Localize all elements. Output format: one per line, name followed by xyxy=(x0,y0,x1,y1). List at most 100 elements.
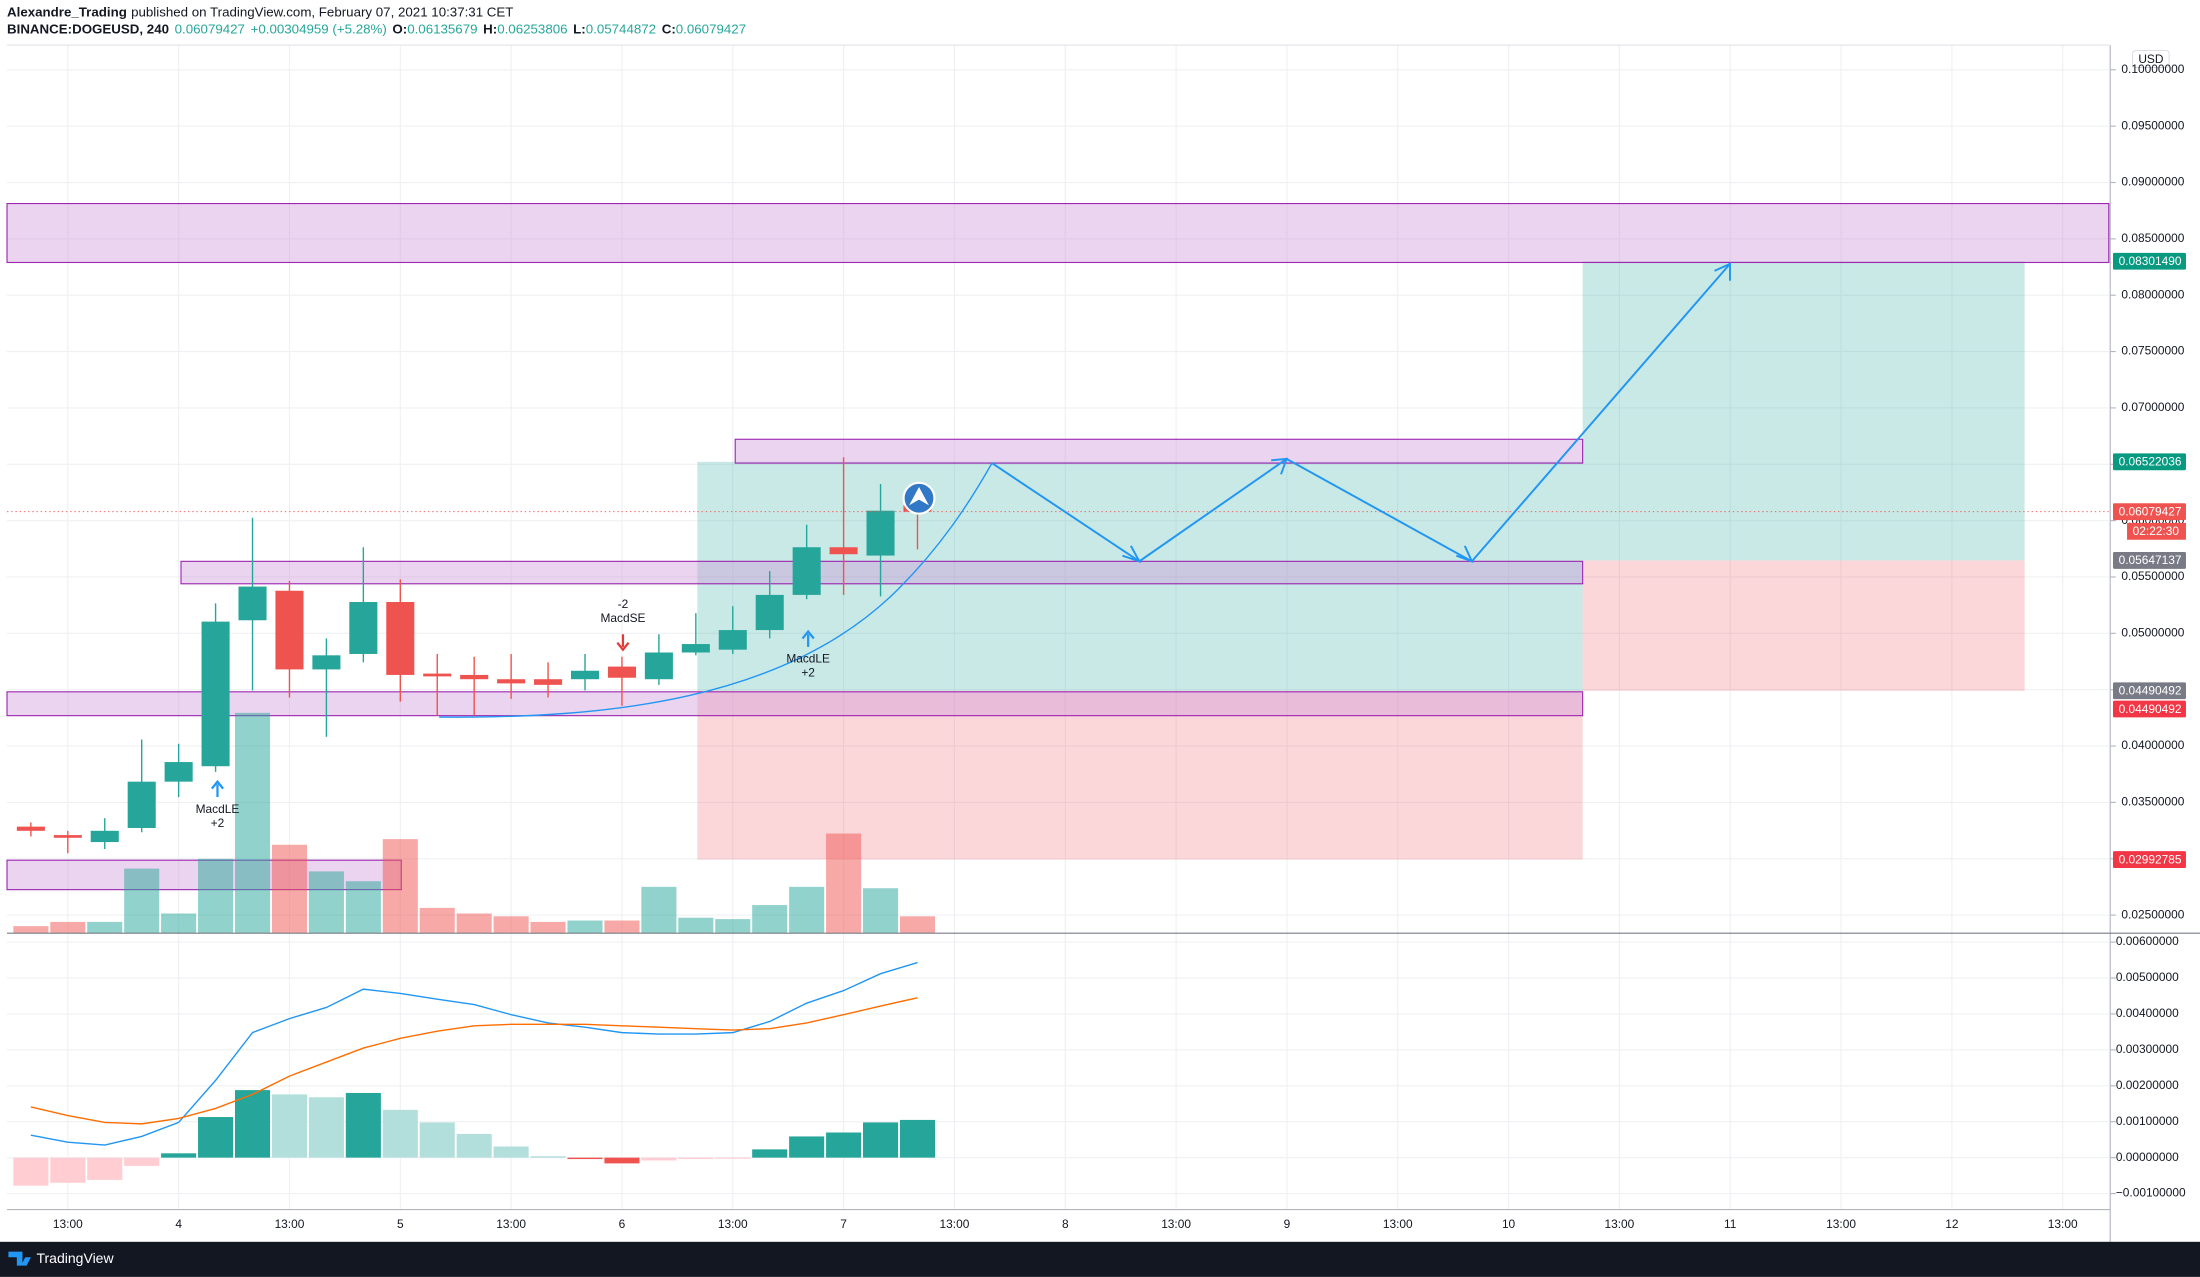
y-tick-label: 0.07000000 xyxy=(2121,400,2184,414)
loss-zone xyxy=(697,690,1583,860)
price-marker-label: 0.06522036 xyxy=(2119,455,2182,469)
macd-histogram-bar xyxy=(567,1157,603,1160)
volume-bar xyxy=(752,905,788,934)
x-tick-label: 10 xyxy=(1502,1217,1516,1231)
candle-body xyxy=(570,670,600,680)
macd-histogram-bar xyxy=(345,1092,381,1158)
y-tick-label: 0.09000000 xyxy=(2121,175,2184,189)
price-marker-label: 0.04490492 xyxy=(2119,684,2182,698)
profit-zone xyxy=(1582,261,2025,561)
macd-histogram-bar xyxy=(271,1094,308,1158)
y-tick-label: 0.03500000 xyxy=(2121,795,2184,809)
y-tick-label: 0.05000000 xyxy=(2121,625,2184,639)
zone xyxy=(734,438,1584,464)
volume-bar xyxy=(345,881,381,934)
macd-signal-line xyxy=(30,997,918,1125)
macd-histogram-bar xyxy=(50,1157,86,1183)
arrow-head xyxy=(1714,262,1731,281)
macd-histogram-bar xyxy=(715,1157,751,1159)
signal-label: MacdLE xyxy=(786,652,830,666)
x-tick-label: 9 xyxy=(1284,1217,1291,1231)
price-marker-label: 0.06079427 xyxy=(2119,505,2182,519)
candle-body xyxy=(312,655,341,670)
published: published on TradingView.com, February 0… xyxy=(131,4,513,19)
candle-body xyxy=(644,652,673,680)
y-tick-label: 0.09500000 xyxy=(2121,118,2184,132)
volume-bar xyxy=(493,916,529,934)
candle-body xyxy=(681,644,710,653)
footer xyxy=(0,1241,2200,1277)
drawings: MacdLE +2 -2 MacdSE MacdLE +2 xyxy=(196,262,1731,830)
y-tick-label: 0.10000000 xyxy=(2121,62,2184,76)
macd-histogram-bar xyxy=(863,1122,899,1158)
macd-histogram-bar xyxy=(530,1156,566,1158)
change: +0.00304959 (+5.28%) xyxy=(251,21,387,36)
candle-body xyxy=(829,547,858,555)
h-val: 0.06253806 xyxy=(497,21,567,36)
signal-arrow xyxy=(616,634,630,652)
price-marker xyxy=(2113,700,2186,718)
candles xyxy=(7,457,2109,1186)
x-tick-label: 11 xyxy=(1724,1217,1737,1231)
volume-bar xyxy=(87,921,123,934)
candle-body xyxy=(497,679,526,684)
symbol: BINANCE:DOGEUSD, 240 xyxy=(7,21,169,36)
macd-histogram-bar xyxy=(308,1097,344,1158)
c-key: C: xyxy=(662,21,676,36)
macd-histogram-bar xyxy=(198,1117,234,1158)
c-val: 0.06079427 xyxy=(676,21,746,36)
volume-bar xyxy=(456,913,492,934)
candle-body xyxy=(127,781,156,828)
macd-histogram-bar xyxy=(382,1109,418,1158)
volume-bar xyxy=(161,913,197,934)
volume-bar xyxy=(826,833,862,934)
legend-line: BINANCE:DOGEUSD, 240 0.06079427 +0.0030495… xyxy=(7,21,746,36)
volume-bar xyxy=(271,844,308,934)
price-marker-label: 0.05647137 xyxy=(2119,553,2182,567)
macd-histogram-bar xyxy=(678,1157,714,1160)
volume-bar xyxy=(567,920,603,934)
zone xyxy=(180,560,1584,585)
macd-histogram-bar xyxy=(641,1157,677,1161)
macd-histogram-bar xyxy=(87,1157,123,1180)
x-tick-label: 13:00 xyxy=(1605,1217,1635,1231)
macd-histogram-bar xyxy=(456,1133,492,1158)
x-tick-label: 6 xyxy=(619,1217,626,1231)
footer-brand: TradingView xyxy=(36,1250,114,1266)
last: 0.06079427 xyxy=(175,21,245,36)
o-val: 0.06135679 xyxy=(407,21,477,36)
x-tick-label: 13:00 xyxy=(940,1217,970,1231)
curve xyxy=(439,462,993,718)
volume-bar xyxy=(604,920,640,934)
x-tick-label: 13:00 xyxy=(1383,1217,1413,1231)
currency-label: USD xyxy=(2138,52,2164,66)
price-marker-label: 0.08301490 xyxy=(2119,254,2182,268)
x-tick-label: 13:00 xyxy=(718,1217,748,1231)
price-marker xyxy=(2113,682,2186,700)
arrow-head xyxy=(1271,457,1289,475)
x-tick-label: 13:00 xyxy=(53,1217,83,1231)
candle-body xyxy=(349,602,378,654)
candle-body xyxy=(238,586,267,621)
y-tick-label: 0.07500000 xyxy=(2121,344,2184,358)
candle-body xyxy=(423,673,452,677)
macd-histogram-bar xyxy=(789,1136,825,1158)
author: Alexandre_Trading xyxy=(7,4,127,19)
l-val: 0.05744872 xyxy=(586,21,656,36)
arrow-head xyxy=(1456,545,1474,564)
x-tick-label: 13:00 xyxy=(275,1217,305,1231)
volume-bar xyxy=(124,868,160,934)
candle-body xyxy=(607,666,636,678)
volume-bar xyxy=(530,921,566,934)
macd-macd-line xyxy=(30,961,918,1146)
macd-histogram-bar xyxy=(234,1090,271,1158)
signal-qty: -2 xyxy=(618,597,629,611)
arrow-head xyxy=(1122,545,1142,564)
x-tick-label: 8 xyxy=(1062,1217,1069,1231)
macd-histogram-bar xyxy=(419,1122,455,1158)
macd-histogram-bar xyxy=(161,1153,197,1158)
loss-zone xyxy=(1582,560,2025,691)
signal-label: MacdSE xyxy=(600,611,645,625)
candle-body xyxy=(90,830,119,843)
